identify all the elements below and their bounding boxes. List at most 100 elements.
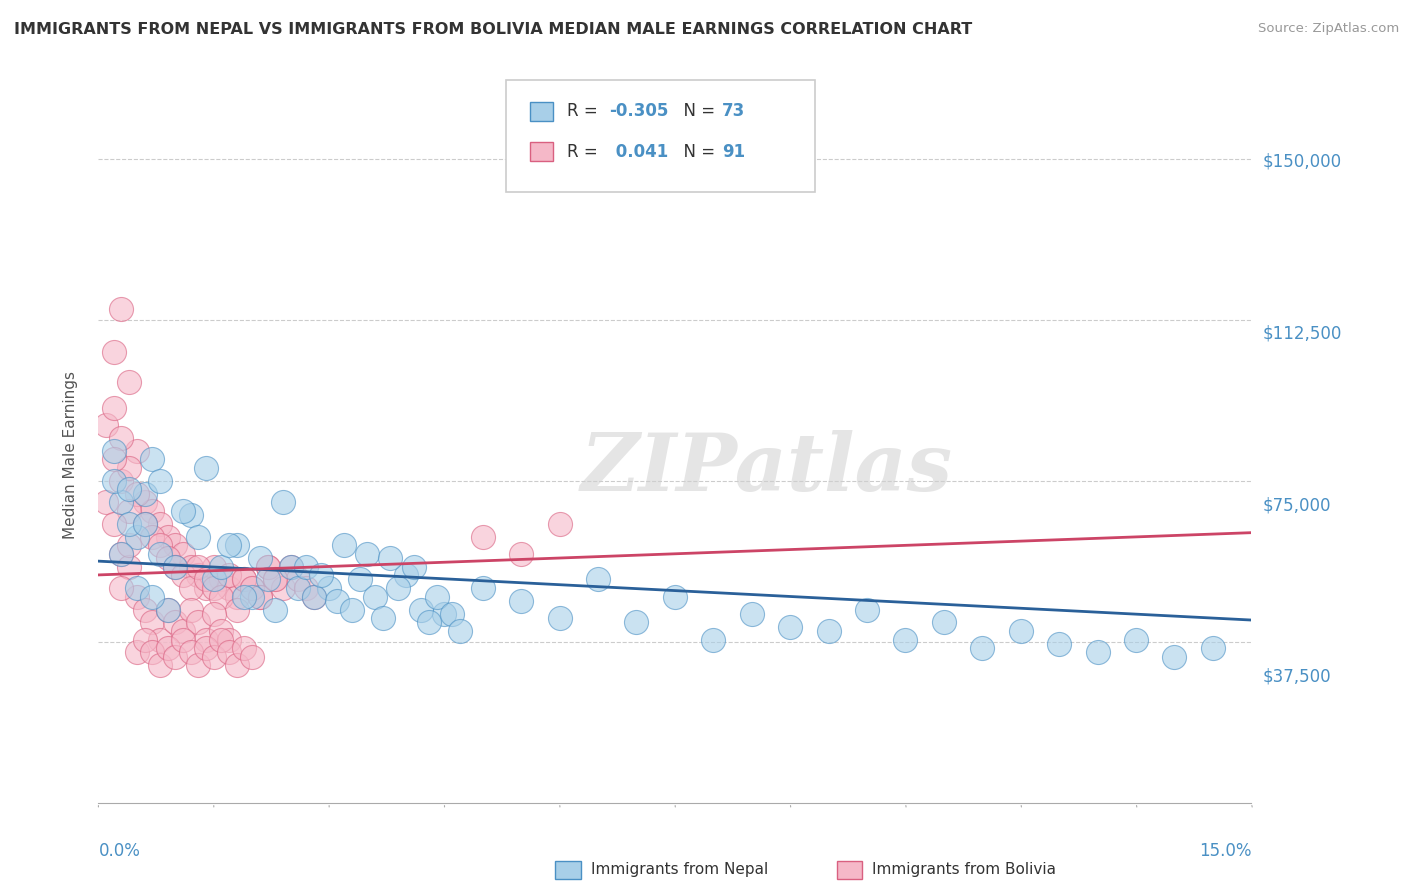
Point bbox=[240, 581, 263, 595]
Point bbox=[418, 615, 440, 630]
Point bbox=[218, 538, 240, 552]
Point bbox=[218, 581, 240, 595]
Point bbox=[110, 431, 132, 445]
Point bbox=[180, 602, 202, 616]
Point bbox=[209, 573, 232, 587]
Point bbox=[280, 559, 302, 574]
Point bbox=[149, 474, 172, 488]
Text: 15.0%: 15.0% bbox=[1199, 842, 1251, 860]
Point bbox=[118, 538, 141, 552]
Point bbox=[172, 547, 194, 561]
Point bbox=[110, 301, 132, 316]
Point bbox=[249, 590, 271, 604]
Point bbox=[156, 641, 179, 656]
Point bbox=[256, 559, 278, 574]
Text: 0.0%: 0.0% bbox=[98, 842, 141, 860]
Point bbox=[302, 590, 325, 604]
Text: R =: R = bbox=[568, 103, 603, 120]
Point bbox=[103, 452, 125, 467]
Point bbox=[172, 632, 194, 647]
Point bbox=[202, 607, 225, 621]
Point bbox=[103, 344, 125, 359]
Point bbox=[202, 573, 225, 587]
Point bbox=[972, 641, 994, 656]
Text: 91: 91 bbox=[723, 143, 745, 161]
Point bbox=[1163, 649, 1185, 664]
Point bbox=[202, 581, 225, 595]
Text: Source: ZipAtlas.com: Source: ZipAtlas.com bbox=[1258, 22, 1399, 36]
Point bbox=[187, 559, 209, 574]
Point bbox=[402, 559, 425, 574]
Text: Immigrants from Bolivia: Immigrants from Bolivia bbox=[872, 863, 1056, 877]
Point bbox=[110, 474, 132, 488]
Point bbox=[240, 581, 263, 595]
Point bbox=[125, 443, 148, 458]
Point bbox=[426, 590, 449, 604]
Point bbox=[141, 504, 163, 518]
Point bbox=[249, 590, 271, 604]
Point bbox=[240, 590, 263, 604]
Point bbox=[141, 452, 163, 467]
Point bbox=[165, 538, 187, 552]
Point bbox=[103, 516, 125, 531]
Point bbox=[440, 607, 463, 621]
Point bbox=[125, 529, 148, 543]
Point bbox=[141, 529, 163, 543]
Text: 73: 73 bbox=[723, 103, 745, 120]
Text: -0.305: -0.305 bbox=[610, 103, 669, 120]
Point bbox=[1087, 645, 1109, 659]
Point bbox=[125, 645, 148, 659]
Point bbox=[256, 559, 278, 574]
Point bbox=[233, 641, 256, 656]
Point bbox=[548, 516, 571, 531]
Text: $112,500: $112,500 bbox=[1263, 325, 1341, 343]
Point bbox=[187, 568, 209, 582]
Point bbox=[118, 375, 141, 389]
Point bbox=[94, 495, 117, 509]
Point bbox=[172, 504, 194, 518]
Point bbox=[125, 581, 148, 595]
Point bbox=[779, 620, 801, 634]
Text: $75,000: $75,000 bbox=[1263, 496, 1331, 515]
Point bbox=[894, 632, 917, 647]
Text: Immigrants from Nepal: Immigrants from Nepal bbox=[591, 863, 768, 877]
Point bbox=[118, 516, 141, 531]
Point bbox=[449, 624, 471, 638]
Point bbox=[280, 559, 302, 574]
Point bbox=[103, 474, 125, 488]
Point bbox=[195, 460, 218, 475]
Point bbox=[187, 615, 209, 630]
Point bbox=[149, 538, 172, 552]
Point bbox=[134, 632, 156, 647]
Point bbox=[156, 602, 179, 616]
Point bbox=[118, 504, 141, 518]
Point bbox=[225, 658, 247, 673]
Point bbox=[149, 547, 172, 561]
Point bbox=[118, 460, 141, 475]
Text: N =: N = bbox=[673, 103, 720, 120]
Point bbox=[817, 624, 839, 638]
Point bbox=[264, 573, 287, 587]
Point bbox=[118, 483, 141, 497]
Point bbox=[187, 529, 209, 543]
Point bbox=[134, 495, 156, 509]
Point bbox=[233, 573, 256, 587]
Point bbox=[349, 573, 371, 587]
Point bbox=[134, 486, 156, 500]
Point bbox=[664, 590, 686, 604]
Point bbox=[165, 649, 187, 664]
Point bbox=[141, 645, 163, 659]
Point bbox=[103, 401, 125, 415]
Point bbox=[356, 547, 378, 561]
Text: 0.041: 0.041 bbox=[610, 143, 668, 161]
Point bbox=[233, 590, 256, 604]
Point bbox=[195, 573, 218, 587]
Point bbox=[134, 516, 156, 531]
Point bbox=[271, 495, 294, 509]
Point bbox=[172, 624, 194, 638]
Point bbox=[471, 529, 494, 543]
Point bbox=[125, 486, 148, 500]
Point bbox=[149, 516, 172, 531]
Text: R =: R = bbox=[568, 143, 603, 161]
Point bbox=[510, 594, 533, 608]
